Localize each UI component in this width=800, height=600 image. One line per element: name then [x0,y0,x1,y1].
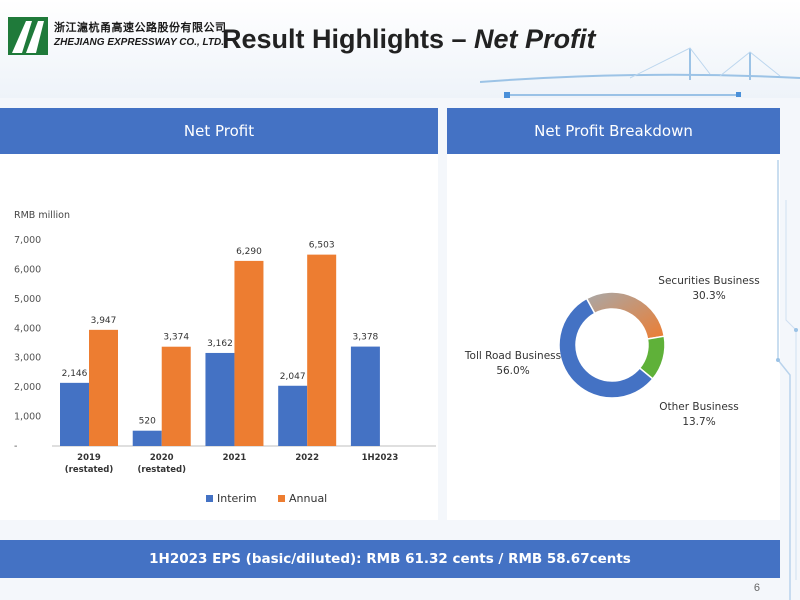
y-axis-label: RMB million [14,210,70,221]
bridge-decoration-icon [480,47,800,98]
x-tick-label: 2021 [223,453,247,463]
bar-interim [205,352,235,446]
slice-percentage: 13.7% [682,416,715,428]
legend-label: Annual [289,492,327,505]
y-tick-label: 6,000 [14,264,41,275]
x-tick-label: (restated) [65,465,114,475]
y-tick-label: 7,000 [14,235,41,246]
net-profit-panel-title: Net Profit [0,108,438,154]
bar-data-label: 6,503 [309,241,335,251]
slice-label: Securities Business [658,275,759,287]
eps-banner: 1H2023 EPS (basic/diluted): RMB 61.32 ce… [0,540,780,578]
bar-data-label: 3,378 [353,333,379,343]
x-tick-label: 1H2023 [362,453,399,463]
slice-percentage: 56.0% [496,365,529,377]
y-tick-label: - [14,441,17,452]
bar-annual [161,346,191,446]
legend-swatch [278,495,285,502]
x-tick-label: 2022 [295,453,319,463]
page-title: Result Highlights – Net Profit [222,24,596,55]
bar-data-label: 2,146 [62,369,88,379]
title-emphasis: Net Profit [474,24,596,54]
bar-interim [60,382,89,446]
net-profit-bar-chart: RMB million - 1,000 2,000 3,000 4,000 5,000 6,0… [14,210,436,505]
company-logo: 浙江滬杭甬高速公路股份有限公司 ZHEJIANG EXPRESSWAY CO.,… [8,15,226,57]
title-prefix: Result Highlights – [222,24,467,54]
y-tick-label: 1,000 [14,412,41,423]
bar-data-label: 520 [139,417,156,427]
x-tick-label: 2019 [77,453,101,463]
legend-swatch [206,495,213,502]
bar-interim [278,385,308,446]
y-tick-label: 2,000 [14,382,41,393]
logo-road-icon [8,17,48,55]
page-number: 6 [753,582,760,594]
circuit-decoration-icon [776,160,798,600]
header-band [0,0,800,98]
bar-data-label: 3,374 [163,333,189,343]
bar-data-label: 2,047 [280,372,306,382]
net-profit-panel: Net Profit RMB million - 1,000 2,000 3,000 4,… [0,108,438,520]
slice-label: Toll Road Business [464,350,561,362]
bar-data-label: 3,162 [207,339,233,349]
bar-interim [132,430,162,446]
net-profit-breakdown-donut-chart: Securities Business 30.3% Other Business 13… [464,275,760,428]
y-tick-label: 4,000 [14,323,41,334]
legend-label: Interim [217,492,257,505]
bar-annual [89,329,118,446]
y-tick-label: 5,000 [14,294,41,305]
donut-slice [558,297,654,399]
donut-slice [585,291,666,340]
bar-data-label: 6,290 [236,247,262,257]
bar-annual [234,260,264,446]
bar-data-label: 3,947 [91,316,117,326]
bar-interim [350,346,380,446]
logo-chinese-name: 浙江滬杭甬高速公路股份有限公司 [54,21,227,34]
x-tick-label: (restated) [137,465,186,475]
net-profit-breakdown-panel-title: Net Profit Breakdown [447,108,780,154]
x-tick-label: 2020 [150,453,174,463]
bar-annual [307,254,337,446]
y-tick-label: 3,000 [14,353,41,364]
logo-english-name: ZHEJIANG EXPRESSWAY CO., LTD. [54,37,225,48]
net-profit-breakdown-panel: Net Profit Breakdown Securities Business… [447,108,780,520]
slice-percentage: 30.3% [692,290,725,302]
slice-label: Other Business [659,401,738,413]
